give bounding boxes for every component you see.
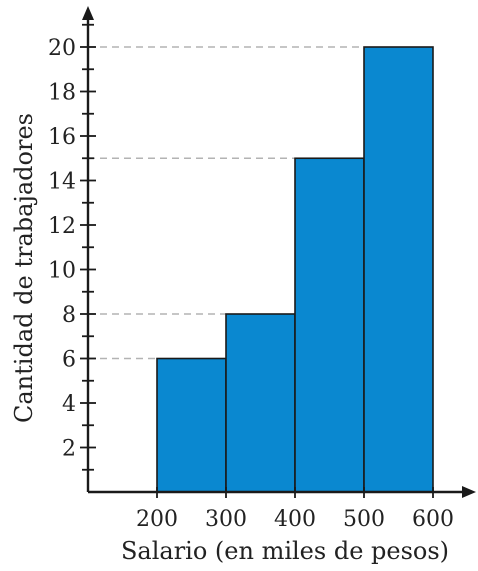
y-tick-label: 18 [48, 81, 76, 106]
y-tick-label: 4 [62, 392, 76, 417]
bar-400-500 [294, 157, 365, 493]
y-tick-label: 20 [48, 36, 76, 61]
bar-500-600 [363, 46, 434, 493]
y-tick-label: 2 [62, 437, 76, 462]
y-tick-label: 10 [48, 259, 76, 284]
x-tick-label: 600 [412, 507, 454, 532]
x-tick-label: 300 [205, 507, 247, 532]
y-tick-label: 8 [62, 303, 76, 328]
x-axis-title: Salario (en miles de pesos) [121, 537, 449, 565]
x-tick-label: 200 [136, 507, 178, 532]
y-axis-arrow-icon [82, 6, 94, 20]
y-axis-title: Cantidad de trabajadores [10, 113, 38, 423]
x-axis-arrow-icon [462, 486, 476, 498]
tick-labels: 2 4 6 8 10 12 14 16 18 20 200 300 400 500 600 [48, 36, 454, 532]
y-tick-label: 16 [48, 125, 76, 150]
y-tick-label: 12 [48, 214, 76, 239]
bar-200-300 [156, 357, 227, 493]
reference-lines [88, 46, 364, 360]
bar-300-400 [225, 313, 296, 493]
x-tick-label: 500 [343, 507, 385, 532]
axes [80, 6, 476, 498]
y-tick-label: 14 [48, 170, 76, 195]
x-tick-label: 400 [274, 507, 316, 532]
bars [156, 46, 434, 493]
y-tick-label: 6 [62, 348, 76, 373]
